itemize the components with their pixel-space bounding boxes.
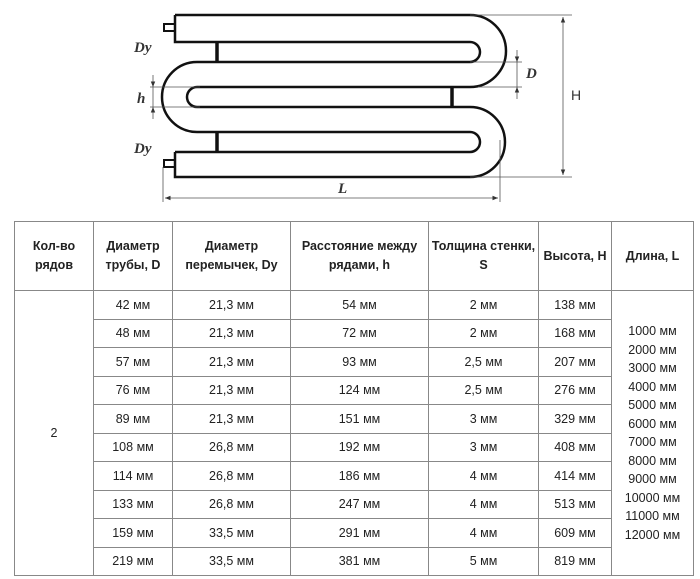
table-cell: 108 мм	[93, 432, 173, 462]
length-option: 7000 мм	[628, 435, 677, 449]
lengths-cell: 1000 мм 2000 мм 3000 мм 4000 мм 5000 мм 6000 …	[611, 290, 694, 576]
inlet-nozzle	[163, 23, 176, 32]
dimension-lines	[150, 14, 572, 202]
table-row: 89 мм 21,3 мм 151 мм 3 мм 329 мм	[15, 404, 694, 434]
table-cell: 819 мм	[538, 546, 612, 576]
table-cell: 609 мм	[538, 518, 612, 548]
header-pipe-diameter: Диаметр трубы, D	[93, 221, 173, 291]
table-cell: 21,3 мм	[172, 375, 291, 405]
header-rows-count: Кол-во рядов	[14, 221, 94, 291]
table-cell: 207 мм	[538, 347, 612, 377]
table-row: 2 42 мм 21,3 мм 54 мм 2 мм 138 мм 1000 мм 2000 …	[14, 290, 694, 576]
length-option: 9000 мм	[628, 472, 677, 486]
table-cell: 414 мм	[538, 461, 612, 491]
length-option: 6000 мм	[628, 416, 677, 431]
height-label: H	[571, 87, 581, 103]
length-label: L	[337, 181, 347, 197]
table-cell: 21,3 мм	[172, 404, 291, 434]
header-jumper-diameter: Диаметр перемычек, Dy	[172, 221, 291, 291]
table-row: 76 мм 21,3 мм 124 мм 2,5 мм 276 мм	[15, 375, 694, 405]
table-cell: 276 мм	[538, 375, 612, 405]
length-option: 3000 мм	[628, 361, 677, 375]
rows-count-cell: 2	[14, 290, 94, 576]
table-cell: 42 мм	[93, 290, 173, 320]
table-cell: 124 мм	[290, 375, 429, 405]
table-cell: 2 мм	[428, 318, 539, 348]
table-cell: 2 мм	[428, 290, 539, 320]
table-row: 159 мм 33,5 мм 291 мм 4 мм 609 мм	[15, 518, 694, 548]
table-cell: 3 мм	[428, 404, 539, 434]
table-row: 133 мм 26,8 мм 247 мм 4 мм 513 мм	[15, 489, 694, 519]
length-option: 1000 мм	[628, 324, 677, 338]
length-option: 12000 мм	[624, 527, 681, 542]
table-cell: 247 мм	[290, 489, 429, 519]
table-cell: 4 мм	[428, 518, 539, 548]
table-cell: 329 мм	[538, 404, 612, 434]
length-option: 2000 мм	[628, 342, 677, 357]
dimensions-table: Кол-во рядов Диаметр трубы, D Диаметр пе…	[14, 221, 694, 576]
table-cell: 21,3 мм	[172, 290, 291, 320]
length-option: 11000 мм	[625, 509, 680, 523]
length-option: 4000 мм	[628, 379, 677, 394]
table-cell: 57 мм	[93, 347, 173, 377]
table-cell: 21,3 мм	[172, 318, 291, 348]
outlet-nozzle	[163, 159, 176, 168]
table-cell: 26,8 мм	[172, 432, 291, 462]
table-cell: 33,5 мм	[172, 546, 291, 576]
table-cell: 2,5 мм	[428, 347, 539, 377]
table-cell: 114 мм	[93, 461, 173, 491]
table-cell: 381 мм	[290, 546, 429, 576]
table-cell: 186 мм	[290, 461, 429, 491]
length-option: 5000 мм	[628, 398, 677, 412]
table-cell: 138 мм	[538, 290, 612, 320]
pipe-coil	[160, 13, 508, 179]
table-cell: 151 мм	[290, 404, 429, 434]
table-row: 48 мм 21,3 мм 72 мм 2 мм 168 мм	[15, 318, 694, 348]
table-cell: 21,3 мм	[172, 347, 291, 377]
table-cell: 5 мм	[428, 546, 539, 576]
table-cell: 26,8 мм	[172, 461, 291, 491]
table-cell: 89 мм	[93, 404, 173, 434]
table-cell: 72 мм	[290, 318, 429, 348]
length-option: 8000 мм	[628, 453, 677, 468]
table-cell: 408 мм	[538, 432, 612, 462]
table-header: Кол-во рядов Диаметр трубы, D Диаметр пе…	[14, 221, 694, 291]
table-cell: 291 мм	[290, 518, 429, 548]
table-cell: 76 мм	[93, 375, 173, 405]
table-cell: 513 мм	[538, 489, 612, 519]
table-cell: 26,8 мм	[172, 489, 291, 519]
table-cell: 93 мм	[290, 347, 429, 377]
table-cell: 219 мм	[93, 546, 173, 576]
table-cell: 48 мм	[93, 318, 173, 348]
header-length: Длина, L	[611, 221, 694, 291]
header-height: Высота, H	[538, 221, 612, 291]
table-cell: 4 мм	[428, 489, 539, 519]
table-cell: 2,5 мм	[428, 375, 539, 405]
length-option: 10000 мм	[624, 490, 681, 505]
dy-label-bottom: Dy	[133, 141, 152, 157]
table-cell: 133 мм	[93, 489, 173, 519]
table-cell: 54 мм	[290, 290, 429, 320]
table-row: 219 мм 33,5 мм 381 мм 5 мм 819 мм	[15, 546, 694, 576]
dy-label-top: Dy	[133, 40, 152, 56]
table-cell: 4 мм	[428, 461, 539, 491]
heat-register-diagram: Dy Dy h D H L	[133, 13, 581, 202]
header-row-distance: Расстояние между рядами, h	[290, 221, 429, 291]
table-cell: 192 мм	[290, 432, 429, 462]
table-row: 57 мм 21,3 мм 93 мм 2,5 мм 207 мм	[15, 347, 694, 377]
d-label: D	[525, 66, 537, 82]
table-cell: 33,5 мм	[172, 518, 291, 548]
table-cell: 159 мм	[93, 518, 173, 548]
table-row: 114 мм 26,8 мм 186 мм 4 мм 414 мм	[15, 461, 694, 491]
table-row: 108 мм 26,8 мм 192 мм 3 мм 408 мм	[15, 432, 694, 462]
table-cell: 3 мм	[428, 432, 539, 462]
h-label: h	[137, 91, 145, 107]
table-cell: 168 мм	[538, 318, 612, 348]
header-wall-thickness: Толщина стенки, S	[428, 221, 539, 291]
